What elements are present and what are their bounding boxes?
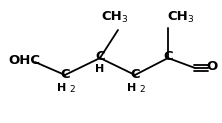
Text: H: H	[95, 64, 105, 74]
Text: C: C	[95, 51, 105, 63]
Text: OHC: OHC	[8, 54, 40, 68]
Text: H: H	[57, 83, 67, 93]
Text: C: C	[60, 69, 70, 82]
Text: CH: CH	[168, 10, 188, 23]
Text: 2: 2	[139, 85, 145, 94]
Text: CH: CH	[102, 10, 122, 23]
Text: C: C	[163, 51, 173, 63]
Text: H: H	[127, 83, 137, 93]
Text: 2: 2	[69, 85, 75, 94]
Text: 3: 3	[121, 15, 127, 24]
Text: C: C	[130, 69, 140, 82]
Text: 3: 3	[187, 15, 193, 24]
Text: O: O	[206, 61, 218, 74]
